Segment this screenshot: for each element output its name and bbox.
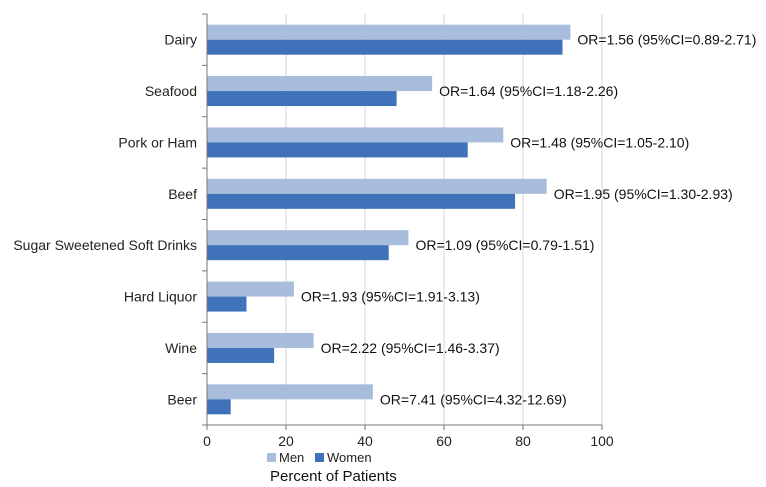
bar-women [207, 39, 563, 55]
bar-men [207, 24, 571, 40]
x-tick-label: 40 [357, 433, 373, 449]
category-label: Hard Liquor [124, 289, 197, 305]
bar-men [207, 332, 314, 348]
bar-men [207, 76, 433, 92]
category-label: Seafood [145, 83, 197, 99]
bar-women [207, 347, 275, 363]
category-label: Beef [168, 186, 197, 202]
x-tick-label: 0 [203, 433, 211, 449]
bar-men [207, 178, 547, 194]
or-annotation: OR=1.56 (95%CI=0.89-2.71) [577, 32, 756, 48]
legend-swatch-women [315, 453, 324, 462]
x-tick-label: 60 [436, 433, 452, 449]
x-tick-label: 20 [278, 433, 294, 449]
bar-women [207, 91, 397, 107]
category-labels: Dairy Seafood Pork or Ham Beef Sugar Sweeten… [13, 13, 207, 426]
or-annotation: OR=7.41 (95%CI=4.32-12.69) [380, 391, 567, 407]
category-label: Dairy [164, 32, 197, 48]
or-annotation: OR=1.48 (95%CI=1.05-2.10) [510, 134, 689, 150]
bar-men [207, 230, 409, 246]
or-annotation: OR=1.93 (95%CI=1.91-3.13) [301, 289, 480, 305]
or-annotation: OR=1.09 (95%CI=0.79-1.51) [415, 237, 594, 253]
gridlines [285, 14, 603, 425]
or-annotations: OR=1.56 (95%CI=0.89-2.71) OR=1.64 (95%CI=… [301, 32, 757, 408]
bar-men [207, 281, 294, 297]
bar-men [207, 127, 504, 143]
legend-label-women: Women [327, 450, 372, 465]
x-tick-label: 80 [515, 433, 531, 449]
bars [207, 24, 571, 415]
legend-label-men: Men [279, 450, 304, 465]
legend: Men Women [267, 450, 372, 465]
x-tick-label: 100 [590, 433, 614, 449]
or-annotation: OR=1.64 (95%CI=1.18-2.26) [439, 83, 618, 99]
bar-women [207, 142, 468, 158]
bar-women [207, 245, 389, 261]
category-label: Pork or Ham [118, 134, 197, 150]
bar-women [207, 296, 247, 312]
or-annotation: OR=2.22 (95%CI=1.46-3.37) [321, 340, 500, 356]
bar-women [207, 193, 516, 209]
x-axis-title: Percent of Patients [270, 468, 397, 485]
legend-swatch-men [267, 453, 276, 462]
x-tick-labels: 0 20 40 60 80 100 [203, 425, 614, 449]
category-label: Beer [167, 391, 197, 407]
category-label: Wine [165, 340, 197, 356]
category-label: Sugar Sweetened Soft Drinks [13, 237, 197, 253]
bar-men [207, 384, 373, 400]
or-annotation: OR=1.95 (95%CI=1.30-2.93) [554, 186, 733, 202]
bar-women [207, 399, 231, 415]
